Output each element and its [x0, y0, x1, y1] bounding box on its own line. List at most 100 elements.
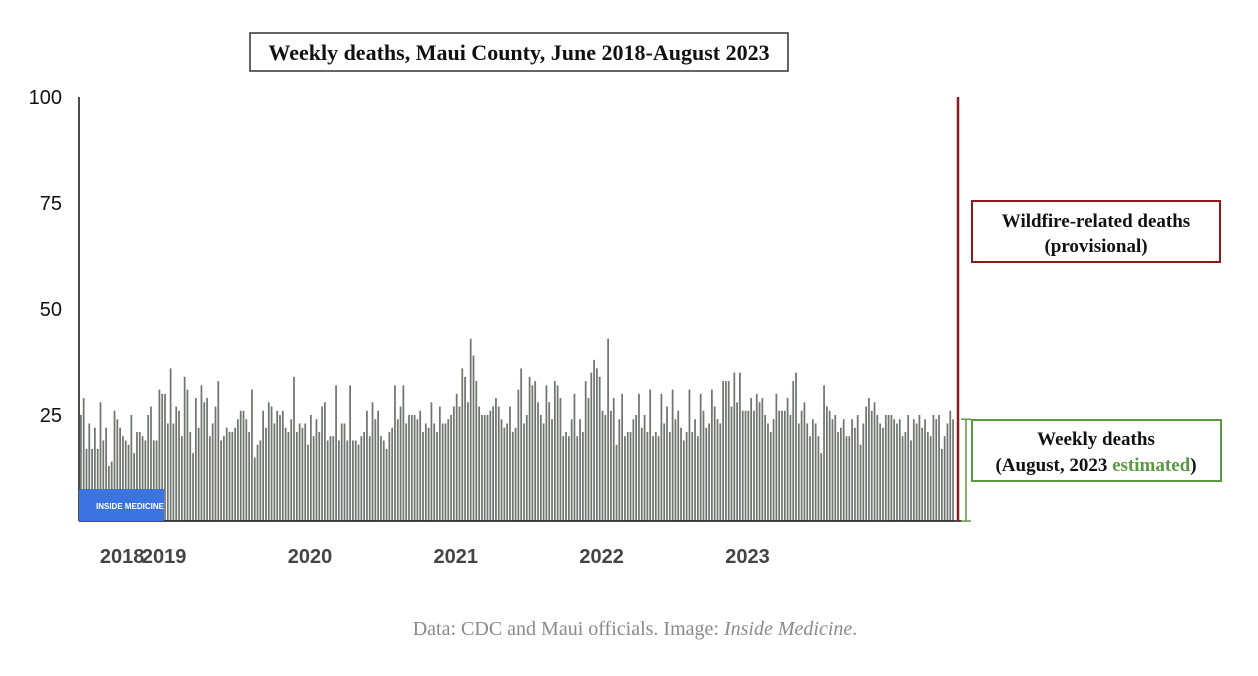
bar	[924, 419, 926, 521]
bar	[713, 406, 716, 521]
bar	[82, 398, 85, 521]
bar	[702, 410, 705, 521]
bar	[183, 376, 186, 521]
bar	[307, 444, 309, 521]
bar	[727, 381, 730, 521]
bar	[596, 368, 598, 521]
bar	[366, 410, 368, 521]
bar	[301, 427, 304, 521]
bar	[422, 431, 424, 521]
bar	[96, 448, 99, 521]
bar	[304, 423, 307, 521]
bar	[436, 431, 438, 521]
bar	[394, 385, 396, 521]
bar	[525, 415, 528, 521]
bar	[475, 381, 478, 521]
bar	[898, 419, 901, 521]
bar	[938, 415, 940, 521]
bar	[360, 436, 363, 521]
bar	[755, 393, 758, 521]
bar	[321, 406, 323, 521]
bar	[918, 415, 921, 521]
bar	[192, 453, 194, 521]
bar	[273, 423, 276, 521]
weekly-annotation: Weekly deaths (August, 2023 estimated)	[971, 419, 1222, 482]
bar	[391, 427, 394, 521]
bar	[144, 440, 147, 521]
bar	[178, 410, 180, 521]
bar	[113, 410, 116, 521]
bar	[267, 402, 270, 521]
logo: INSIDE MEDICINE	[79, 489, 165, 521]
bar	[652, 436, 654, 521]
bar	[593, 359, 595, 521]
bar	[901, 436, 904, 521]
bar	[932, 415, 935, 521]
bar	[618, 419, 621, 521]
bar	[469, 338, 472, 521]
bar	[497, 406, 500, 521]
bar	[155, 440, 158, 521]
bar	[450, 415, 452, 521]
bar	[635, 415, 638, 521]
bar	[534, 381, 537, 521]
bar	[206, 398, 208, 521]
bar	[357, 444, 360, 521]
bar	[814, 423, 817, 521]
bar	[346, 440, 349, 521]
bar	[873, 402, 876, 521]
bar	[91, 448, 93, 521]
bar	[122, 436, 124, 521]
bar	[385, 448, 388, 521]
bar	[231, 431, 234, 521]
bar	[332, 436, 335, 521]
bar	[884, 415, 887, 521]
bar	[237, 419, 239, 521]
bar	[105, 427, 107, 521]
bar	[668, 431, 671, 521]
bar	[309, 415, 312, 521]
bar	[262, 410, 265, 521]
bar	[374, 419, 377, 521]
bar	[298, 423, 301, 521]
bar	[489, 410, 492, 521]
bar	[430, 402, 433, 521]
bar	[520, 368, 523, 521]
bar	[458, 406, 461, 521]
bar	[590, 372, 593, 521]
bar	[161, 393, 164, 521]
bar	[408, 415, 410, 521]
bar	[772, 419, 775, 521]
bar	[576, 436, 579, 521]
bar	[949, 410, 952, 521]
bar	[854, 427, 856, 521]
bar	[253, 457, 256, 521]
bar	[848, 436, 851, 521]
bar	[806, 423, 809, 521]
bar	[211, 423, 214, 521]
bar	[666, 406, 668, 521]
bar	[612, 398, 615, 521]
bar	[85, 448, 88, 521]
bar	[517, 389, 520, 521]
bar	[573, 393, 576, 521]
bar	[708, 423, 710, 521]
y-tick-label: 25	[40, 405, 62, 427]
bar	[464, 376, 466, 521]
bar	[164, 393, 166, 521]
bar	[778, 410, 781, 521]
bar	[382, 440, 385, 521]
bar	[158, 389, 161, 521]
logo-text: INSIDE MEDICINE	[96, 502, 165, 511]
chart-title: Weekly deaths, Maui County, June 2018-Au…	[268, 40, 769, 65]
bar	[621, 393, 624, 521]
bar	[915, 423, 918, 521]
bar	[825, 406, 828, 521]
bar	[649, 389, 652, 521]
bar	[509, 406, 511, 521]
chart: Weekly deaths, Maui County, June 2018-Au…	[29, 32, 1222, 568]
bar	[904, 431, 907, 521]
bar	[657, 436, 660, 521]
bar	[150, 406, 152, 521]
